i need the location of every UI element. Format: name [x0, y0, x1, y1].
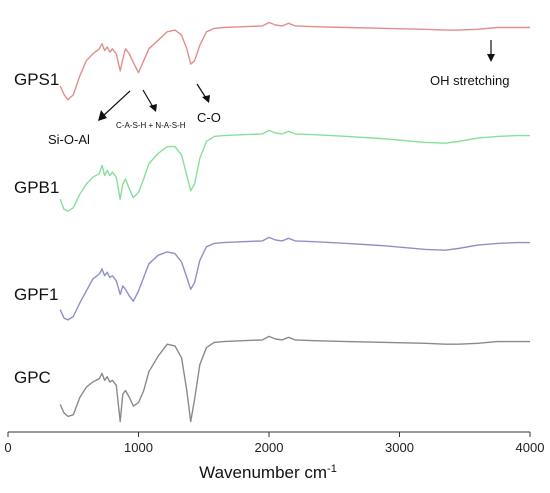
x-tick-label: 4000 — [516, 440, 545, 455]
sioal-label: Si-O-Al — [48, 132, 90, 147]
x-tick-label: 2000 — [255, 440, 284, 455]
co-label: C-O — [197, 110, 221, 125]
x-axis-ticks: 0 1000 2000 3000 4000 — [4, 432, 544, 455]
spectra — [59, 21, 530, 423]
series-label-gpb1: GPB1 — [14, 178, 59, 197]
spectrum-gpb1 — [59, 129, 530, 212]
co-arrow — [196, 83, 207, 99]
oh-stretching-label: OH stretching — [430, 73, 509, 88]
series-labels: GPS1 GPB1 GPF1 GPC — [14, 70, 59, 387]
series-label-gps1: GPS1 — [14, 70, 59, 89]
x-axis-label: Wavenumber cm-1 — [199, 463, 337, 482]
x-tick-label: 0 — [4, 440, 11, 455]
oh-arrowhead — [487, 54, 495, 62]
spectrum-gpf1 — [59, 236, 530, 321]
series-label-gpc: GPC — [14, 368, 51, 387]
sioal-arrow — [102, 90, 131, 117]
cash-arrow — [142, 89, 154, 108]
spectrum-gps1 — [59, 21, 530, 101]
cash-label: C-A-S-H + N-A-S-H — [116, 121, 186, 130]
co-arrowhead — [202, 95, 210, 103]
series-label-gpf1: GPF1 — [14, 285, 58, 304]
x-tick-label: 3000 — [385, 440, 414, 455]
annotations: OH stretching Si-O-Al C-A-S-H + N-A-S-H … — [48, 40, 509, 147]
spectrum-gpc — [59, 335, 530, 423]
sioal-arrowhead — [98, 110, 107, 121]
x-tick-label: 1000 — [124, 440, 153, 455]
cash-arrowhead — [149, 104, 157, 112]
x-axis-label-exponent: -1 — [327, 463, 337, 475]
plot-area: 0 1000 2000 3000 4000 GPS1 GPB1 GPF1 GPC — [4, 21, 544, 455]
